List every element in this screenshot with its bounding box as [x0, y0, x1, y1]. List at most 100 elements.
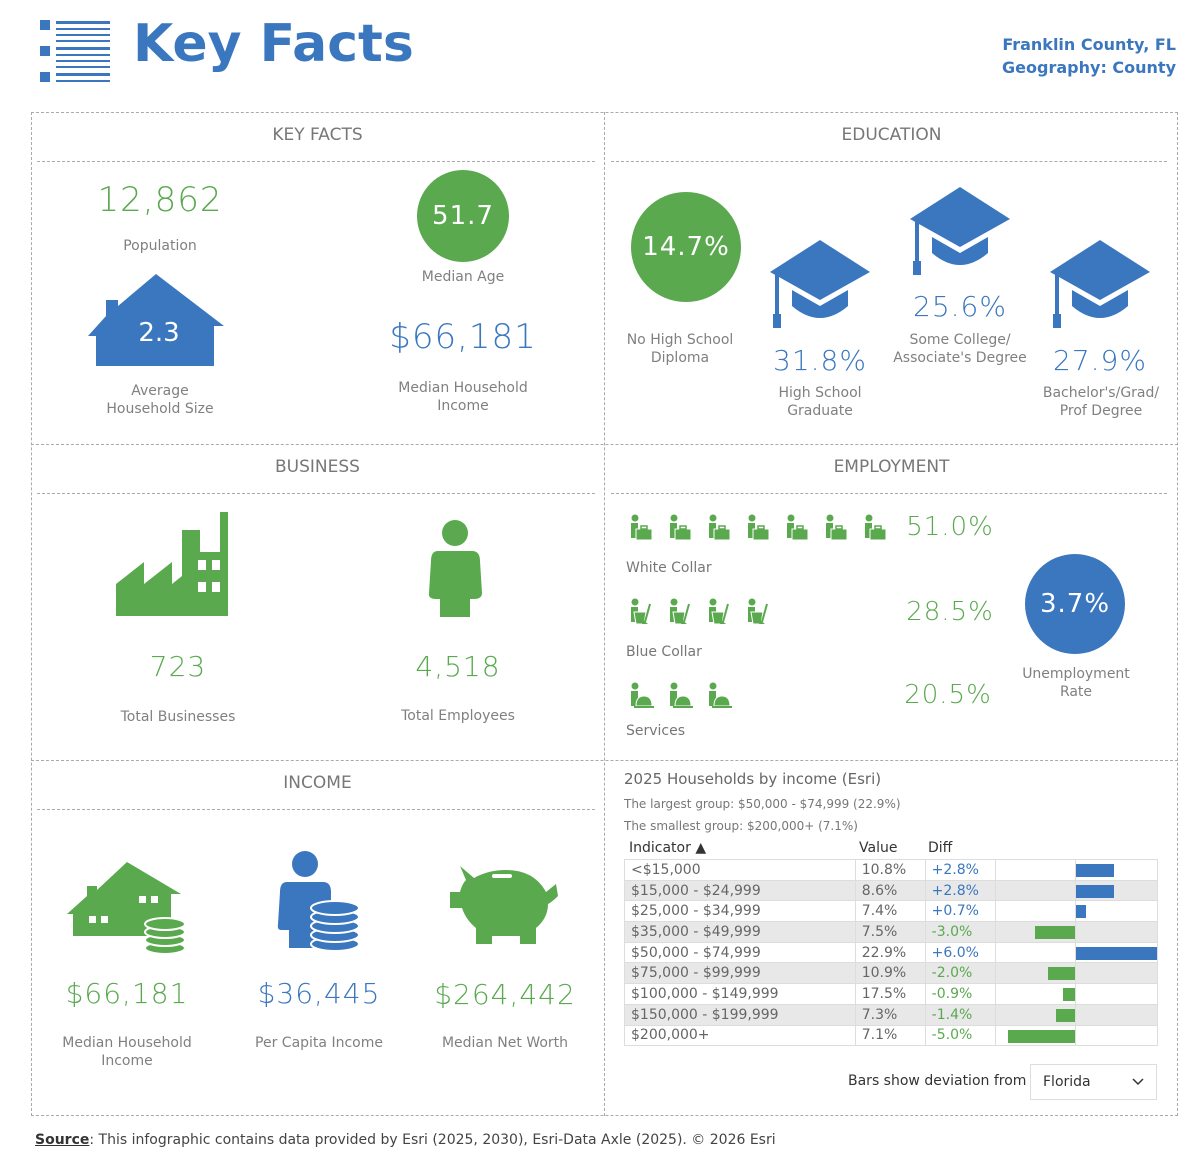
services-worker-icon — [709, 682, 732, 708]
hs-label: High School Graduate — [740, 384, 900, 420]
neg-bar-cell — [994, 921, 1077, 943]
white-collar-worker-icon — [787, 514, 809, 541]
education-header: EDUCATION — [841, 125, 942, 145]
business-header: BUSINESS — [275, 457, 360, 477]
neg-bar-cell — [994, 941, 1077, 964]
divider — [611, 493, 1167, 494]
indicator-cell: $200,000+ — [624, 1024, 856, 1047]
employment-header: EMPLOYMENT — [833, 457, 950, 477]
label-line: Median Household — [62, 1035, 192, 1051]
some-college-label: Some College/Associate's Degree — [870, 331, 1050, 367]
neg-bar-cell — [994, 983, 1077, 1005]
label-line: Household Size — [106, 401, 214, 417]
indicator-cell: $15,000 - $24,999 — [624, 879, 856, 902]
bachelors-label: Bachelor's/Grad/Prof Degree — [1011, 384, 1191, 420]
pos-bar-cell — [1075, 941, 1158, 964]
income-header: INCOME — [283, 773, 352, 793]
graduation-cap-icon — [910, 187, 1010, 275]
table-row: $35,000 - $49,999 7.5% -3.0% — [624, 921, 1158, 943]
label-line: Average — [131, 383, 189, 399]
services-label: Services — [626, 723, 686, 739]
services-worker-icon — [631, 682, 654, 708]
indicator-cell: $35,000 - $49,999 — [624, 921, 856, 943]
indicator-cell: $50,000 - $74,999 — [624, 941, 856, 964]
table-row: $200,000+ 7.1% -5.0% — [624, 1024, 1158, 1047]
white-collar-worker-icon — [709, 514, 731, 541]
businesses-label: Total Businesses — [120, 709, 236, 725]
label-line: Associate's Degree — [893, 350, 1027, 366]
location: Franklin County, FL — [1002, 35, 1176, 54]
house-icon — [88, 274, 224, 366]
value-cell: 10.8% — [854, 859, 926, 881]
diff-column-header[interactable]: Diff — [928, 840, 953, 856]
deviation-bar — [1076, 864, 1115, 877]
deviation-bar — [1076, 946, 1158, 960]
employees-value: 4,518 — [415, 650, 501, 683]
table-row: $15,000 - $24,999 8.6% +2.8% — [624, 879, 1158, 902]
diff-cell: +2.8% — [924, 879, 996, 902]
source-link[interactable]: Source — [35, 1132, 90, 1148]
person-icon — [428, 520, 482, 617]
median-hh-income-value: $66,181 — [65, 977, 189, 1010]
neg-bar-cell — [994, 962, 1077, 985]
value-cell: 7.5% — [854, 921, 926, 943]
divider — [37, 809, 595, 810]
neg-bar-cell — [994, 900, 1077, 923]
label-line: No High School — [626, 332, 734, 348]
deviation-bar — [1076, 905, 1086, 919]
hs-value: 31.8% — [773, 344, 867, 377]
table-row: $25,000 - $34,999 7.4% +0.7% — [624, 900, 1158, 923]
indicator-column-header[interactable]: Indicator ▲ — [629, 840, 707, 856]
blue-collar-worker-icon — [748, 598, 768, 625]
white-collar-worker-icon — [826, 514, 848, 541]
median-income-label: Median Household Income — [363, 379, 563, 415]
divider — [31, 760, 1178, 761]
divider — [611, 161, 1167, 162]
per-capita-income-value: $36,445 — [257, 977, 381, 1010]
divider — [37, 161, 595, 162]
label-line: Bachelor's/Grad/ — [1042, 385, 1160, 401]
hh-income-table: <$15,000 10.8% +2.8% $15,000 - $24,999 8.6% +… — [624, 859, 1158, 1047]
white-collar-icons — [628, 514, 888, 542]
employees-label: Total Employees — [401, 708, 515, 724]
services-worker-icon — [670, 682, 693, 708]
no-hs-circle: 14.7% — [631, 192, 741, 302]
geography: Geography: County — [1002, 58, 1176, 77]
services-icons — [628, 682, 732, 710]
pos-bar-cell — [1075, 859, 1158, 881]
value-cell: 7.3% — [854, 1003, 926, 1026]
house-with-coins-icon — [67, 862, 186, 955]
value-column-header[interactable]: Value — [859, 840, 898, 856]
divider — [31, 444, 1178, 445]
neg-bar-cell — [994, 1024, 1077, 1047]
label-line: Income — [101, 1053, 153, 1069]
label-line: Graduate — [787, 403, 853, 419]
blue-collar-worker-icon — [670, 598, 690, 625]
indicator-cell: $150,000 - $199,999 — [624, 1003, 856, 1026]
key-facts-header: KEY FACTS — [272, 125, 363, 145]
pos-bar-cell — [1075, 900, 1158, 923]
hh-income-title: 2025 Households by income (Esri) — [624, 770, 882, 788]
deviation-bar — [1063, 988, 1076, 1002]
household-size-label: Average Household Size — [60, 382, 260, 418]
white-collar-worker-icon — [748, 514, 770, 541]
deviation-bar — [1034, 926, 1076, 940]
deviation-bar — [1056, 1008, 1076, 1022]
graduation-cap-icon — [770, 240, 870, 328]
deviation-bar — [1076, 884, 1115, 898]
blue-collar-label: Blue Collar — [626, 644, 702, 660]
deviation-select[interactable]: Florida — [1030, 1064, 1157, 1100]
diff-cell: +2.8% — [924, 859, 996, 881]
household-size-value: 2.3 — [138, 318, 180, 348]
source-text: : This infographic contains data provide… — [89, 1132, 776, 1148]
blue-collar-icons — [628, 598, 771, 626]
piggy-bank-icon — [450, 866, 558, 944]
median-age-circle: 51.7 — [417, 170, 509, 262]
value-cell: 8.6% — [854, 879, 926, 902]
person-with-coins-icon — [277, 851, 360, 952]
table-row: $150,000 - $199,999 7.3% -1.4% — [624, 1003, 1158, 1026]
location-info: Franklin County, FL Geography: County — [1002, 33, 1176, 79]
label-line: Unemployment — [1022, 666, 1130, 682]
label-line: Prof Degree — [1059, 403, 1143, 419]
indicator-cell: $75,000 - $99,999 — [624, 962, 856, 985]
